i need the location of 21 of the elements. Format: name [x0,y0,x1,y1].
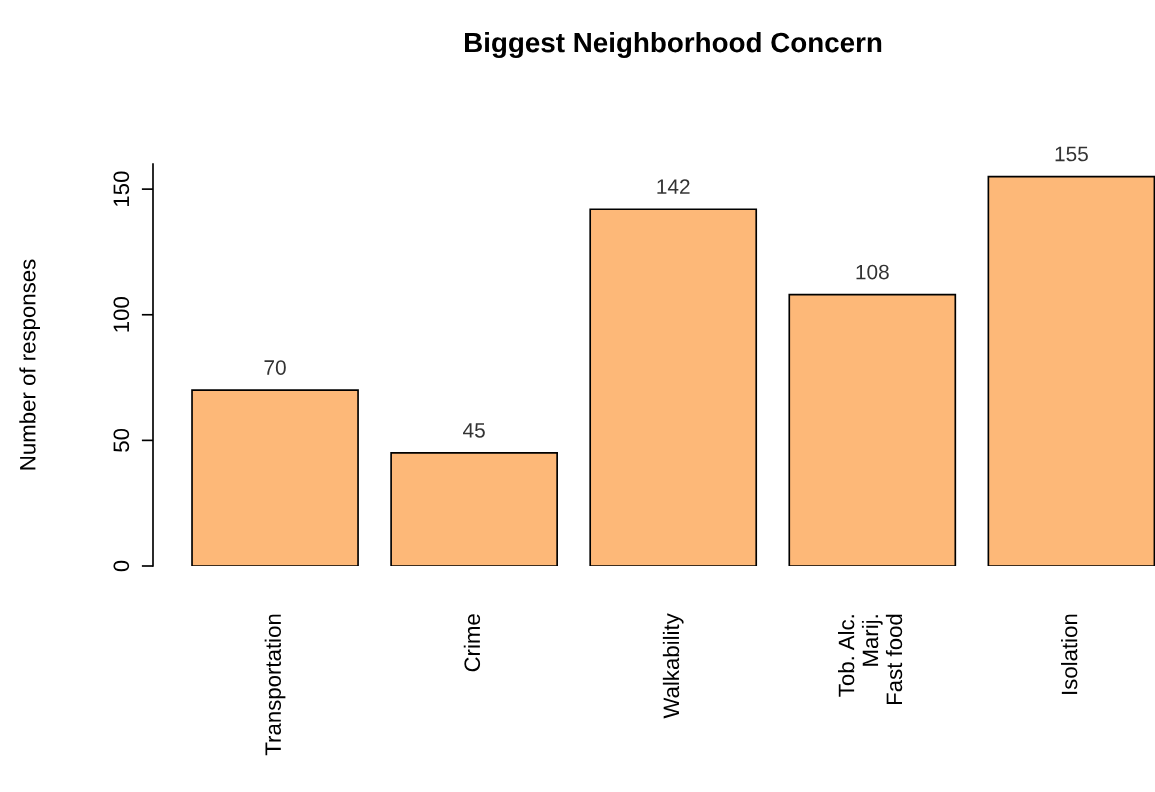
x-tick-label: Transportation [264,614,286,756]
data-label: 108 [856,264,889,280]
bar [191,389,359,566]
y-tick-label: 50 [113,428,130,452]
x-tick-label: Crime [463,614,481,672]
bar [987,175,1155,566]
y-tick-label: 150 [113,171,130,206]
data-label: 45 [463,423,485,438]
x-tick-label: Walkability [662,613,684,719]
bar [589,208,758,566]
y-tick-label: 0 [113,560,130,572]
chart-title: Biggest Neighborhood Concern [465,31,882,59]
data-label: 70 [264,360,286,375]
y-axis-title: Number of responses [19,259,40,470]
x-tick-label: Tob. Alc. Marij. Fast food [838,614,903,705]
y-tick-label: 100 [113,297,130,332]
bar [788,293,957,566]
bar [390,452,558,566]
data-label: 142 [657,179,690,194]
data-label: 155 [1055,146,1088,162]
x-tick-label: Isolation [1061,614,1078,694]
